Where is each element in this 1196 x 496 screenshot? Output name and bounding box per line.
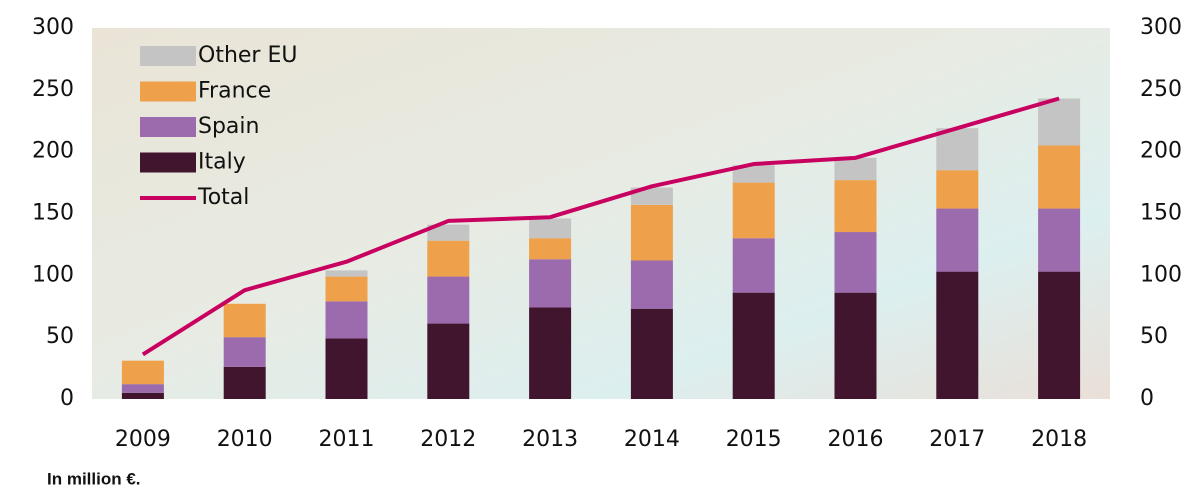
bar-segment xyxy=(936,170,979,209)
bar-segment xyxy=(1038,145,1081,209)
y-tick-label: 50 xyxy=(46,324,74,349)
y2-tick-label: 50 xyxy=(1140,324,1168,349)
legend-label: France xyxy=(198,79,271,104)
legend-swatch xyxy=(140,81,196,102)
note: In million €. xyxy=(47,469,141,488)
bar-segment xyxy=(223,337,266,367)
bar-segment xyxy=(325,276,368,302)
bar-segment xyxy=(834,180,877,233)
bar-segment xyxy=(936,128,979,171)
bar-segment xyxy=(121,360,164,385)
bar-segment xyxy=(1038,98,1081,146)
x-tick-label: 2009 xyxy=(115,427,171,452)
bar-segment xyxy=(630,204,673,261)
bar-segment xyxy=(529,259,572,308)
bar-segment xyxy=(1038,271,1081,399)
legend-label: Italy xyxy=(198,150,246,175)
bar-segment xyxy=(630,187,673,205)
y-tick-label: 200 xyxy=(32,139,74,164)
bar-segment xyxy=(223,366,266,399)
y-tick-label: 0 xyxy=(60,386,74,411)
x-tick-label: 2018 xyxy=(1031,427,1087,452)
y-tick-label: 250 xyxy=(32,77,74,102)
y2-tick-label: 0 xyxy=(1140,386,1154,411)
x-tick-label: 2016 xyxy=(828,427,884,452)
bar-segment xyxy=(427,323,470,399)
x-tick-label: 2015 xyxy=(726,427,782,452)
y-tick-label: 150 xyxy=(32,201,74,226)
bar-segment xyxy=(936,271,979,399)
legend-swatch xyxy=(140,152,196,173)
bar-segment xyxy=(427,240,470,277)
bar-segment xyxy=(834,292,877,399)
bar-segment xyxy=(630,260,673,309)
y2-tick-label: 150 xyxy=(1140,201,1182,226)
legend-label: Spain xyxy=(198,114,259,139)
bar-segment xyxy=(325,270,368,277)
bar-segment xyxy=(936,208,979,272)
bar-segment xyxy=(325,301,368,339)
bar-segment xyxy=(325,338,368,399)
y-tick-label: 100 xyxy=(32,262,74,287)
bar-segment xyxy=(1038,208,1081,272)
bar-segment xyxy=(427,224,470,241)
bar-segment xyxy=(630,308,673,399)
x-tick-label: 2013 xyxy=(522,427,578,452)
bar-segment xyxy=(732,165,775,183)
bar-segment xyxy=(732,292,775,399)
y2-tick-label: 300 xyxy=(1140,15,1182,40)
y2-tick-label: 200 xyxy=(1140,139,1182,164)
legend-label: Other EU xyxy=(198,43,297,68)
y2-tick-label: 100 xyxy=(1140,262,1182,287)
legend-swatch xyxy=(140,117,196,137)
x-tick-label: 2014 xyxy=(624,427,680,452)
y-tick-label: 300 xyxy=(32,15,74,40)
x-tick-label: 2012 xyxy=(420,427,476,452)
bar-segment xyxy=(834,157,877,181)
y2-tick-label: 250 xyxy=(1140,77,1182,102)
bar-segment xyxy=(121,384,164,393)
legend-swatch xyxy=(140,46,196,66)
bar-segment xyxy=(427,276,470,324)
bar-segment xyxy=(834,232,877,293)
total-line xyxy=(141,96,1060,357)
bar-segment xyxy=(732,182,775,239)
legend-label: Total xyxy=(197,185,249,210)
bar-segment xyxy=(529,307,572,399)
bar-segment xyxy=(223,303,266,338)
bar-segment xyxy=(732,238,775,293)
x-tick-label: 2017 xyxy=(929,427,985,452)
x-tick-label: 2011 xyxy=(319,427,375,452)
bar-segment xyxy=(121,392,164,399)
x-tick-label: 2010 xyxy=(217,427,273,452)
bar-segment xyxy=(529,218,572,239)
bar-segment xyxy=(529,238,572,260)
